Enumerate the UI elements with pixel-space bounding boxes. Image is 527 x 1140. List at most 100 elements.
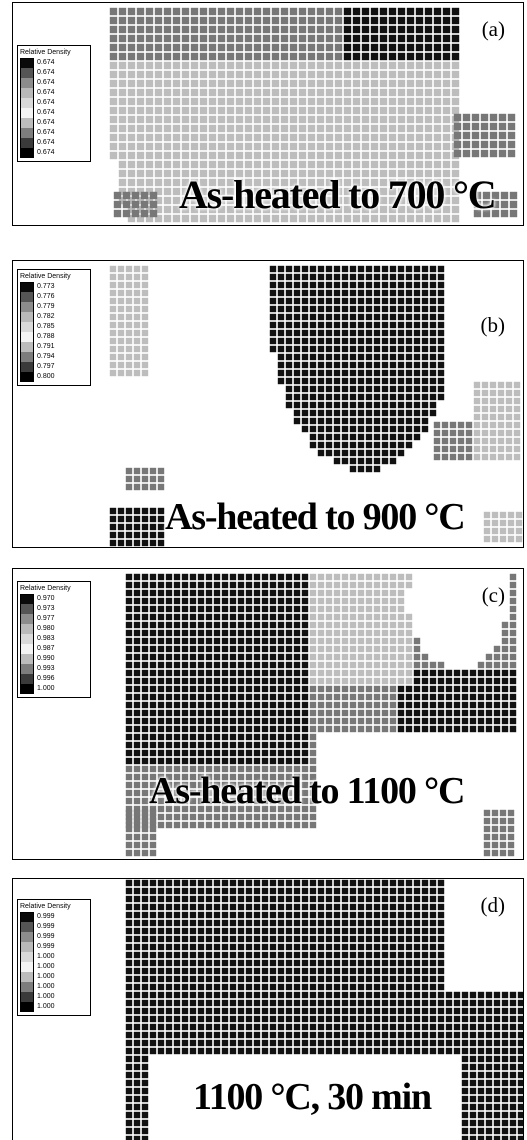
legend-panel-a: Relative Density 0.674 0.674 0.674 0.674 0.6…	[17, 45, 91, 162]
legend-value: 0.674	[37, 119, 55, 126]
caption-panel-d: 1100 °C, 30 min	[193, 1076, 432, 1118]
legend-row: 0.674	[20, 98, 88, 108]
legend-row: 1.000	[20, 972, 88, 982]
legend-row: 0.999	[20, 912, 88, 922]
legend-row: 0.788	[20, 332, 88, 342]
legend-value: 1.000	[37, 973, 55, 980]
legend-swatch	[20, 302, 34, 312]
legend-swatch	[20, 664, 34, 674]
legend-value: 0.794	[37, 353, 55, 360]
legend-swatch	[20, 292, 34, 302]
legend-value: 0.674	[37, 69, 55, 76]
legend-row: 1.000	[20, 952, 88, 962]
legend-value: 0.999	[37, 943, 55, 950]
legend-swatch	[20, 624, 34, 634]
legend-value: 0.674	[37, 89, 55, 96]
legend-value: 0.987	[37, 645, 55, 652]
legend-body: 0.999 0.999 0.999 0.999 1.000 1.000 1.000 1.000…	[20, 912, 88, 1012]
mesh-panel-c	[125, 573, 517, 857]
legend-value: 0.773	[37, 283, 55, 290]
legend-row: 0.773	[20, 282, 88, 292]
legend-swatch	[20, 634, 34, 644]
legend-swatch	[20, 118, 34, 128]
legend-value: 0.791	[37, 343, 55, 350]
panel-label-b: (b)	[480, 313, 506, 337]
legend-value: 0.779	[37, 303, 55, 310]
legend-swatch	[20, 352, 34, 362]
legend-swatch	[20, 148, 34, 158]
legend-value: 1.000	[37, 953, 55, 960]
legend-swatch	[20, 982, 34, 992]
legend-row: 0.791	[20, 342, 88, 352]
legend-swatch	[20, 912, 34, 922]
legend-value: 0.983	[37, 635, 55, 642]
legend-row: 0.674	[20, 108, 88, 118]
legend-value: 0.674	[37, 109, 55, 116]
legend-swatch	[20, 962, 34, 972]
legend-swatch	[20, 684, 34, 694]
legend-title: Relative Density	[20, 49, 71, 56]
legend-value: 0.990	[37, 655, 55, 662]
caption-panel-b: As-heated to 900 °C	[165, 496, 466, 538]
legend-swatch	[20, 312, 34, 322]
legend-value: 0.776	[37, 293, 55, 300]
legend-panel-c: Relative Density 0.970 0.973 0.977 0.980 0.9…	[17, 581, 91, 698]
legend-value: 0.800	[37, 373, 55, 380]
legend-value: 0.674	[37, 79, 55, 86]
legend-value: 0.782	[37, 313, 55, 320]
legend-row: 0.785	[20, 322, 88, 332]
legend-row: 0.674	[20, 88, 88, 98]
legend-swatch	[20, 58, 34, 68]
legend-row: 0.973	[20, 604, 88, 614]
legend-row: 0.970	[20, 594, 88, 604]
legend-value: 0.999	[37, 923, 55, 930]
legend-title: Relative Density	[20, 903, 71, 910]
legend-row: 0.990	[20, 654, 88, 664]
legend-row: 0.983	[20, 634, 88, 644]
legend-row: 0.782	[20, 312, 88, 322]
legend-value: 1.000	[37, 983, 55, 990]
legend-swatch	[20, 952, 34, 962]
legend-panel-b: Relative Density 0.773 0.776 0.779 0.782 0.7…	[17, 269, 91, 386]
legend-swatch	[20, 138, 34, 148]
legend-value: 0.993	[37, 665, 55, 672]
legend-swatch	[20, 362, 34, 372]
legend-value: 0.999	[37, 933, 55, 940]
legend-swatch	[20, 674, 34, 684]
legend-value: 0.674	[37, 59, 55, 66]
legend-row: 0.999	[20, 932, 88, 942]
legend-row: 0.794	[20, 352, 88, 362]
legend-row: 0.779	[20, 302, 88, 312]
legend-row: 0.776	[20, 292, 88, 302]
legend-body: 0.674 0.674 0.674 0.674 0.674 0.674 0.674 0.674…	[20, 58, 88, 158]
legend-swatch	[20, 654, 34, 664]
legend-value: 1.000	[37, 993, 55, 1000]
legend-swatch	[20, 644, 34, 654]
legend-swatch	[20, 68, 34, 78]
legend-row: 0.977	[20, 614, 88, 624]
legend-row: 0.999	[20, 942, 88, 952]
legend-body: 0.773 0.776 0.779 0.782 0.785 0.788 0.791 0.794…	[20, 282, 88, 382]
caption-panel-c: As-heated to 1100 °C	[149, 770, 465, 812]
panel-label-a: (a)	[481, 17, 505, 41]
panel-c: Relative Density 0.970 0.973 0.977 0.980 0.9…	[12, 568, 524, 860]
legend-swatch	[20, 98, 34, 108]
legend-value: 0.788	[37, 333, 55, 340]
legend-value: 1.000	[37, 1003, 55, 1010]
legend-swatch	[20, 372, 34, 382]
legend-row: 1.000	[20, 992, 88, 1002]
legend-swatch	[20, 342, 34, 352]
legend-value: 0.674	[37, 129, 55, 136]
legend-value: 0.980	[37, 625, 55, 632]
legend-row: 1.000	[20, 982, 88, 992]
legend-row: 0.797	[20, 362, 88, 372]
legend-swatch	[20, 594, 34, 604]
legend-swatch	[20, 332, 34, 342]
legend-swatch	[20, 108, 34, 118]
legend-row: 1.000	[20, 684, 88, 694]
legend-body: 0.970 0.973 0.977 0.980 0.983 0.987 0.990 0.993…	[20, 594, 88, 694]
legend-value: 0.999	[37, 913, 55, 920]
legend-title: Relative Density	[20, 585, 71, 592]
legend-row: 0.674	[20, 138, 88, 148]
legend-value: 0.674	[37, 99, 55, 106]
